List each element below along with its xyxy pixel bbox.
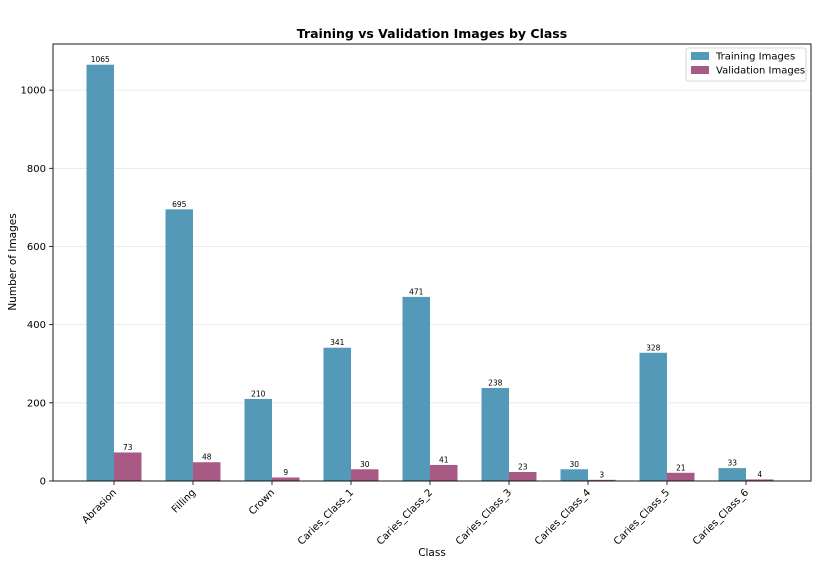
x-tick-label: Caries_Class_5: [612, 487, 672, 547]
validation-bar: [272, 477, 300, 481]
data-label: 328: [646, 343, 661, 352]
legend: Training Images Validation Images: [685, 47, 807, 82]
training-bar: [560, 469, 588, 481]
data-label: 695: [172, 200, 187, 209]
training-bar: [481, 387, 509, 481]
training-bar: [86, 64, 114, 481]
data-label: 21: [676, 463, 686, 472]
data-labels: 1065 73 695 48 210 9 341 30 471 41 238 23 30 3 328 21 33…: [91, 55, 763, 479]
data-label: 341: [330, 338, 345, 347]
data-label: 23: [518, 463, 528, 472]
legend-swatch: [691, 52, 709, 60]
y-tick-label: 600: [27, 242, 46, 253]
y-tick-label: 0: [40, 477, 46, 488]
y-axis-label: Number of Images: [7, 213, 19, 310]
bars: [86, 64, 774, 481]
x-tick-label: Caries_Class_3: [454, 487, 514, 547]
x-tick-label: Abrasion: [80, 487, 119, 526]
validation-bar: [746, 479, 774, 481]
training-bar: [718, 468, 746, 481]
legend-label: Validation Images: [716, 66, 805, 77]
validation-bar: [588, 479, 616, 481]
training-bar: [323, 347, 351, 481]
validation-bar: [430, 464, 458, 481]
x-tick-label: Caries_Class_6: [691, 487, 751, 547]
validation-bar: [114, 452, 142, 481]
training-bar: [165, 209, 193, 481]
x-tick-label: Caries_Class_4: [533, 487, 593, 547]
x-tick-label: Caries_Class_1: [296, 487, 356, 547]
data-label: 41: [439, 455, 449, 464]
data-label: 33: [727, 459, 737, 468]
data-label: 73: [123, 443, 133, 452]
y-tick-label: 200: [27, 398, 46, 409]
legend-swatch: [691, 66, 709, 74]
data-label: 3: [599, 470, 604, 479]
data-label: 9: [283, 468, 288, 477]
x-axis: Abrasion Filling Crown Caries_Class_1 Caries…: [80, 481, 751, 547]
validation-bar: [351, 469, 379, 481]
validation-bar: [667, 472, 695, 481]
training-bar: [639, 352, 667, 481]
data-label: 238: [488, 378, 503, 387]
data-label: 4: [757, 470, 762, 479]
training-bar: [402, 296, 430, 481]
training-bar: [244, 398, 272, 481]
data-label: 30: [360, 460, 370, 469]
x-axis-label: Class: [418, 547, 446, 559]
data-label: 471: [409, 287, 424, 296]
x-tick-label: Filling: [170, 487, 198, 515]
y-tick-label: 800: [27, 164, 46, 175]
x-tick-label: Crown: [247, 487, 277, 517]
y-tick-label: 1000: [21, 86, 46, 97]
validation-bar: [509, 472, 537, 481]
data-label: 1065: [91, 55, 110, 64]
y-tick-label: 400: [27, 320, 46, 331]
validation-bar: [193, 462, 221, 481]
y-axis: 0 200 400 600 800 1000: [21, 86, 53, 488]
chart-title: Training vs Validation Images by Class: [297, 26, 567, 41]
data-label: 30: [569, 460, 579, 469]
plot-frame: [52, 43, 812, 482]
x-tick-label: Caries_Class_2: [375, 487, 435, 547]
legend-box: [685, 47, 807, 82]
legend-label: Training Images: [715, 52, 795, 63]
data-label: 48: [202, 453, 212, 462]
data-label: 210: [251, 389, 266, 398]
